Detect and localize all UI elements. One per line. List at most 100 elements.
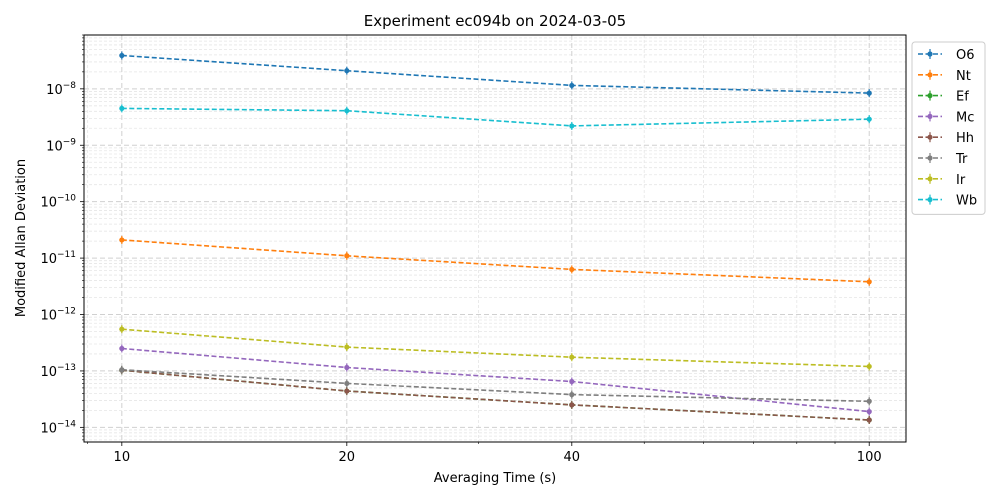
data-point	[344, 344, 350, 350]
legend-label: Hh	[956, 131, 974, 146]
y-tick-label-exponent: −8	[63, 81, 77, 91]
data-point	[866, 398, 872, 404]
legend-label: Mc	[956, 110, 974, 125]
data-point	[119, 237, 125, 243]
x-tick-label: 20	[339, 450, 356, 465]
data-point	[569, 123, 575, 129]
legend: O6 Nt Ef Mc Hh Tr Ir Wb	[911, 41, 986, 215]
series-line	[121, 369, 870, 421]
legend-marker	[927, 176, 933, 182]
y-tick-label: 10−12	[40, 307, 76, 324]
y-tick-label-base: 10	[40, 309, 57, 324]
series-line	[121, 328, 870, 368]
y-tick-label: 10−10	[40, 194, 76, 211]
y-tick-label: 10−13	[40, 363, 76, 380]
legend-marker	[927, 93, 933, 99]
legend-label: Tr	[955, 152, 968, 167]
y-tick-label-exponent: −10	[57, 194, 76, 204]
series-line	[121, 54, 870, 94]
y-tick-label-exponent: −11	[57, 250, 76, 260]
data-point	[866, 116, 872, 122]
series-hh	[119, 366, 872, 424]
legend-label: Ir	[956, 173, 966, 188]
series-line	[121, 239, 870, 283]
data-point	[344, 364, 350, 371]
y-tick-label-base: 10	[40, 196, 57, 211]
series-lines	[119, 51, 872, 424]
y-tick-label: 10−8	[46, 81, 76, 98]
y-tick-label-base: 10	[46, 139, 63, 154]
data-point	[866, 363, 872, 370]
y-axis-label: Modified Allan Deviation	[14, 159, 29, 317]
data-point	[119, 52, 125, 59]
data-point	[569, 402, 575, 408]
data-point	[569, 378, 575, 385]
y-tick-label-exponent: −12	[57, 307, 76, 317]
legend-label: O6	[956, 48, 975, 63]
data-point	[344, 380, 350, 387]
legend-label: Wb	[956, 194, 977, 209]
y-tick-label-base: 10	[40, 365, 57, 380]
legend-marker	[927, 51, 933, 57]
data-point	[344, 388, 350, 394]
series-line	[121, 107, 870, 127]
y-tick-label-base: 10	[40, 252, 57, 267]
series-line	[121, 368, 870, 403]
data-point	[866, 279, 872, 285]
x-axis: 10 20 40 100	[87, 442, 882, 465]
y-tick-label: 10−14	[40, 419, 76, 436]
data-point	[119, 105, 125, 112]
legend-box	[911, 41, 986, 215]
legend-item-ef: Ef	[918, 90, 969, 105]
y-tick-label: 10−9	[46, 137, 76, 154]
legend-item-mc: Mc	[918, 110, 974, 125]
data-point	[344, 108, 350, 114]
legend-item-tr: Tr	[918, 152, 968, 167]
y-tick-label: 10−11	[40, 250, 76, 267]
legend-label: Nt	[956, 69, 971, 84]
data-point	[569, 392, 575, 398]
legend-item-nt: Nt	[918, 69, 971, 84]
data-point	[344, 68, 350, 74]
grid-lines	[84, 34, 906, 442]
legend-marker	[927, 197, 933, 203]
data-point	[119, 345, 125, 352]
series-line	[121, 347, 870, 413]
x-tick-label: 100	[857, 450, 882, 465]
series-o6	[119, 51, 872, 98]
chart-title: Experiment ec094b on 2024-03-05	[364, 12, 626, 30]
legend-label: Ef	[956, 90, 969, 105]
legend-marker	[927, 72, 933, 78]
legend-item-ir: Ir	[918, 173, 966, 188]
data-point	[866, 417, 872, 423]
x-tick-label: 10	[114, 450, 131, 465]
data-point	[866, 409, 872, 415]
data-point	[569, 82, 575, 89]
legend-item-o6: O6	[918, 48, 975, 63]
legend-item-hh: Hh	[918, 131, 974, 146]
legend-marker	[927, 113, 933, 119]
x-tick-label: 40	[564, 450, 581, 465]
plot-frame	[83, 34, 907, 443]
data-point	[569, 266, 575, 273]
y-tick-label-base: 10	[46, 83, 63, 98]
legend-marker	[927, 155, 933, 161]
series-line	[121, 369, 870, 421]
legend-item-wb: Wb	[918, 194, 977, 209]
data-point	[119, 367, 125, 373]
series-tr	[119, 365, 872, 406]
series-wb	[119, 104, 872, 130]
series-ir	[119, 325, 872, 371]
x-axis-label: Averaging Time (s)	[434, 471, 556, 486]
data-point	[866, 90, 872, 96]
series-mc	[119, 344, 872, 416]
data-point	[344, 253, 350, 259]
series-nt	[119, 235, 872, 286]
plot-area	[83, 34, 907, 443]
series-ef	[119, 366, 872, 424]
y-tick-label-exponent: −14	[57, 419, 76, 429]
y-tick-label-base: 10	[40, 421, 57, 436]
y-tick-label-exponent: −13	[57, 363, 76, 373]
